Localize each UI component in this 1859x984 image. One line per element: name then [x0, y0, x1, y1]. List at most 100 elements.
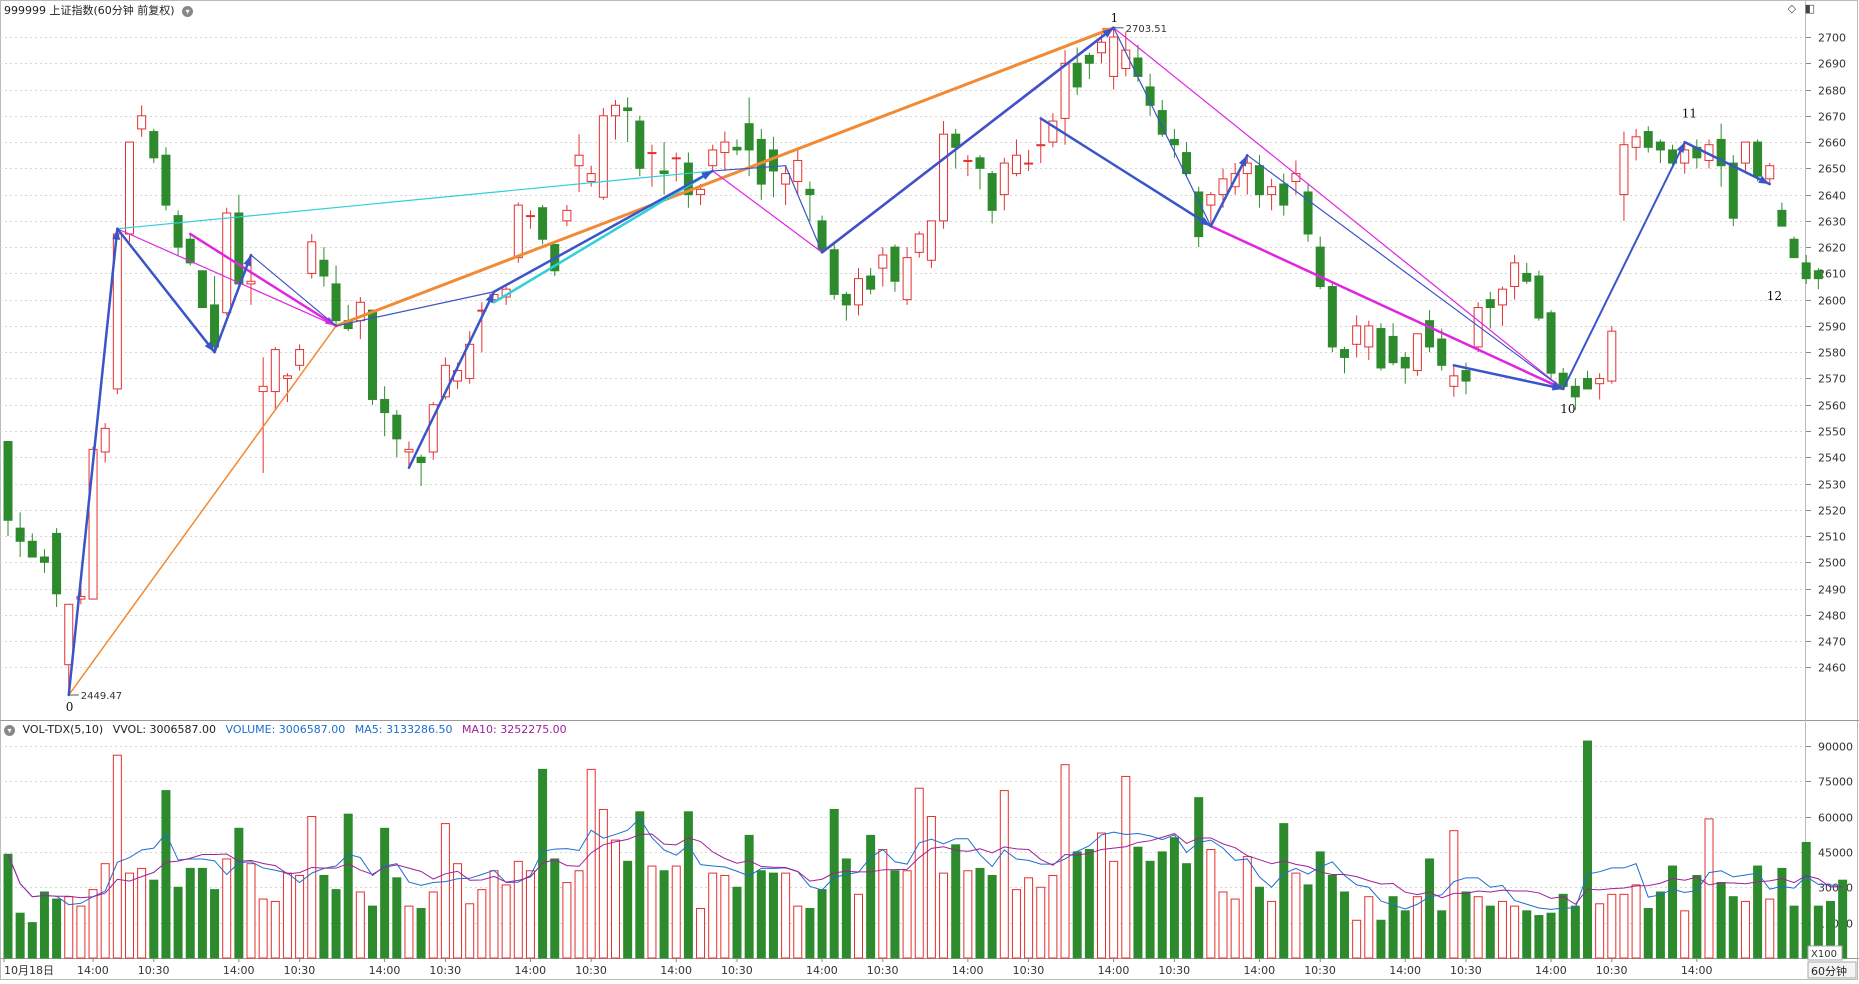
candle — [1789, 238, 1799, 259]
wave-line-blue-arrow — [1199, 217, 1211, 227]
volume-bar — [1740, 900, 1750, 959]
x-tick-label: 10:30 — [1304, 964, 1336, 977]
candle — [1412, 333, 1422, 372]
volume-bar — [1291, 872, 1301, 959]
volume-bar — [1303, 884, 1313, 959]
volume-bar — [611, 839, 620, 959]
volume-bar — [1425, 858, 1435, 959]
price-tick-label: 2690 — [1818, 58, 1846, 71]
volume-menu-icon[interactable]: ▾ — [4, 724, 15, 736]
volume-bar — [720, 874, 730, 959]
volume-bar — [890, 870, 900, 959]
volume-bar — [1218, 891, 1228, 959]
wave-line-magenta — [116, 228, 337, 327]
ma10-label: MA10: 3252275.00 — [461, 723, 567, 736]
x-tick-label: 10:30 — [429, 964, 461, 977]
candle — [939, 133, 949, 222]
candle — [1753, 141, 1763, 177]
vvol-label: VVOL: 3006587.00 — [112, 723, 217, 736]
volume-bar — [355, 891, 365, 959]
candle — [1777, 209, 1787, 227]
candle — [914, 233, 924, 253]
volume-bar — [1680, 910, 1690, 959]
wave-line-blue — [1452, 364, 1565, 391]
volume-bar — [513, 860, 523, 959]
volume-bar — [975, 867, 985, 959]
candle — [902, 257, 912, 301]
volume-bar — [1716, 882, 1726, 959]
candle — [1619, 144, 1629, 196]
candle — [1254, 165, 1264, 196]
volume-bar — [1400, 910, 1410, 959]
volume-bar — [76, 905, 86, 959]
volume-bar — [1157, 851, 1167, 959]
volume-tick-label: 15000 — [1818, 918, 1853, 931]
timeframe-box — [1807, 961, 1857, 979]
volume-bar — [1145, 860, 1155, 959]
price-tick-label: 2500 — [1818, 557, 1846, 570]
candle — [1546, 312, 1556, 374]
candle — [1376, 328, 1386, 369]
candle — [793, 159, 803, 182]
candle — [1340, 349, 1349, 358]
price-tick-label: 2530 — [1818, 479, 1846, 492]
diamond-icon[interactable]: ◇ — [1787, 2, 1797, 15]
volume-bar — [1364, 896, 1374, 959]
candle — [1206, 194, 1216, 206]
high-price-label: 2703.51 — [1126, 24, 1167, 35]
candle — [149, 131, 159, 159]
wave-line-blue-arrow — [112, 228, 121, 240]
volume-bar — [866, 834, 876, 959]
volume-bar — [392, 877, 402, 959]
panel-toggle-icon[interactable]: ◧ — [1804, 2, 1815, 15]
low-price-label: 2449.47 — [81, 691, 122, 702]
volume-bar — [793, 905, 803, 959]
candle — [1011, 154, 1021, 175]
candle — [854, 278, 863, 306]
wave-point-label: 11 — [1682, 107, 1697, 121]
x-tick-label: 14:00 — [1243, 964, 1275, 977]
candle — [1267, 186, 1277, 196]
volume-bar — [635, 811, 645, 959]
wave-line-blue — [1562, 141, 1686, 390]
candle — [1497, 288, 1507, 306]
volume-bar — [902, 870, 912, 959]
volume-unit-label: X100 — [1811, 949, 1837, 960]
volume-bar — [270, 900, 280, 959]
candle — [999, 162, 1009, 196]
ma10-line — [7, 832, 1843, 905]
chevron-down-icon[interactable]: ▾ — [182, 5, 194, 17]
x-tick-label: 10:30 — [1013, 964, 1045, 977]
candle — [1595, 377, 1605, 385]
candle — [1510, 262, 1520, 288]
volume-bar — [440, 823, 450, 959]
price-tick-label: 2510 — [1818, 531, 1846, 544]
volume-bar — [987, 874, 997, 959]
ma5-label: MA5: 3133286.50 — [354, 723, 453, 736]
volume-bar — [416, 907, 426, 959]
candle — [1655, 141, 1665, 151]
wave-point-label: 10 — [1560, 402, 1575, 416]
candle — [525, 215, 535, 218]
x-tick-label: 14:00 — [1535, 964, 1567, 977]
candle — [1437, 338, 1447, 366]
price-header: 999999 上证指数(60分钟 前复权) ▾ — [4, 2, 194, 18]
volume-tick-label: 90000 — [1818, 741, 1853, 754]
candle — [623, 107, 633, 112]
wave-line-blue — [250, 254, 337, 327]
volume-bar — [1254, 886, 1264, 959]
candle — [708, 149, 718, 167]
volume-bar — [173, 886, 183, 959]
candle — [1461, 370, 1471, 382]
volume-bar — [1412, 896, 1422, 959]
volume-bar — [732, 886, 742, 959]
volume-tick-label: 60000 — [1818, 812, 1853, 825]
wave-line-blue-arrow — [1676, 142, 1685, 154]
candle — [380, 398, 390, 414]
candle — [1643, 131, 1653, 148]
candle — [720, 141, 730, 154]
candle — [185, 238, 195, 264]
volume-bar — [343, 813, 353, 959]
